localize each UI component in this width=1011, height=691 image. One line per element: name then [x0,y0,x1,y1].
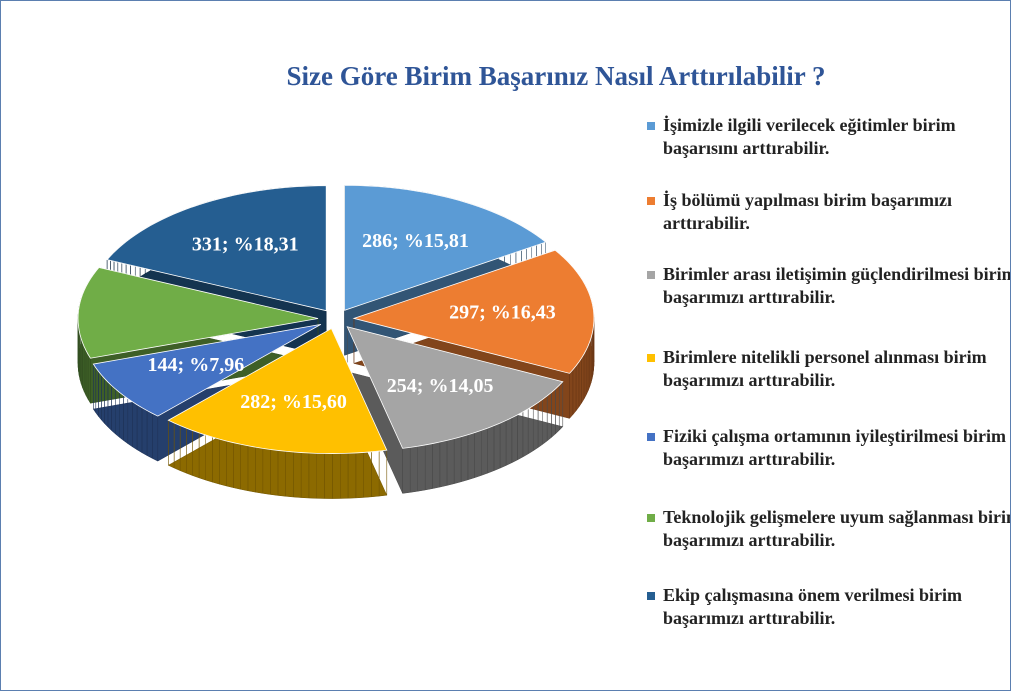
legend-label: Fiziki çalışma ortamının iyileştirilmesi… [663,426,1006,469]
legend-label: İşimizle ilgili verilecek eğitimler biri… [663,115,956,158]
legend-entry: İş bölümü yapılması birim başarımızı art… [647,189,1010,235]
legend-label: Birimlere nitelikli personel alınması bi… [663,347,987,390]
slice [77,267,319,359]
slice [167,328,388,454]
legend-key [647,514,655,522]
chart-title: Size Göre Birim Başarınız Nasıl Arttırıl… [286,61,826,91]
legend-entry: İşimizle ilgili verilecek eğitimler biri… [647,114,1010,160]
legend-key [647,122,655,130]
legend-key [647,433,655,441]
slice [106,185,327,312]
legend-entry: Birimler arası iletişimin güçlendirilmes… [647,263,1011,309]
legend-entry: Fiziki çalışma ortamının iyileştirilmesi… [647,425,1010,471]
data-label: 297; %16,43 [449,301,556,323]
legend-label: İş bölümü yapılması birim başarımızı art… [663,190,953,233]
legend-entry: Birimlere nitelikli personel alınması bi… [647,346,1010,392]
slice [344,184,547,311]
legend-label: Birimler arası iletişimin güçlendirilmes… [663,264,1011,307]
data-label: 144; %7,96 [148,354,245,376]
slice [92,323,322,417]
slice [352,249,595,374]
data-label: 282; %15,60 [240,391,347,413]
legend-key [647,197,655,205]
data-label: 286; %15,81 [362,230,469,252]
legend-label: Teknolojik gelişmelere uyum sağlanması b… [663,507,1011,550]
legend-label: Ekip çalışmasına önem verilmesi birim ba… [663,585,962,628]
legend-entry: Ekip çalışmasına önem verilmesi birim ba… [647,584,1010,630]
legend-key [647,271,655,279]
legend-entry: Teknolojik gelişmelere uyum sağlanması b… [647,506,1011,552]
data-label: 331; %18,31 [192,233,299,255]
legend-key [647,592,655,600]
data-label: 254; %14,05 [387,375,494,397]
slice [346,326,564,449]
legend-key [647,354,655,362]
